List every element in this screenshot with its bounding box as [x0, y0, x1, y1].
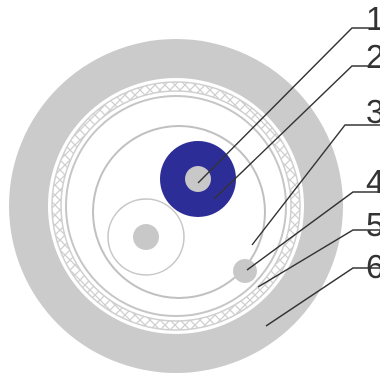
callout-label-6: 6 [366, 248, 380, 285]
inner-conductor [185, 166, 211, 192]
second-core-conductor [133, 224, 159, 250]
leader-line-3 [251, 124, 380, 246]
leader-line-5 [257, 229, 380, 288]
leader-line-4 [246, 191, 380, 271]
callout-label-1: 1 [366, 0, 380, 37]
leader-line-6 [265, 267, 380, 327]
leader-line-1 [197, 27, 380, 184]
callout-label-3: 3 [366, 93, 380, 130]
callout-label-5: 5 [366, 206, 380, 243]
filler [233, 259, 257, 283]
callout-label-4: 4 [366, 163, 380, 200]
leader-line-2 [213, 65, 380, 200]
leader-lines [197, 27, 380, 327]
callout-label-2: 2 [366, 38, 380, 75]
